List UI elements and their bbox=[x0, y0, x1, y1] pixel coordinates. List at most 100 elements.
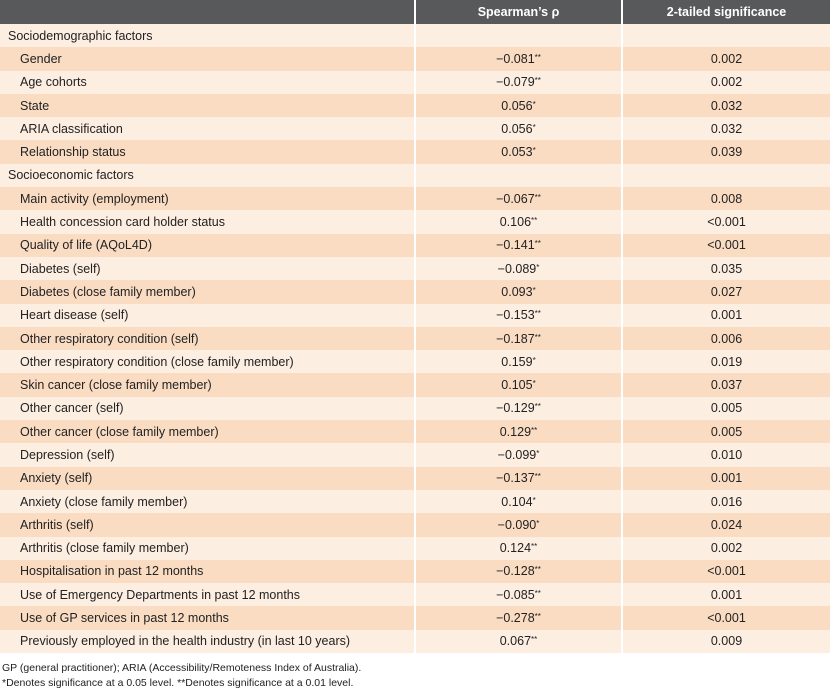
sig-cell: 0.016 bbox=[621, 489, 830, 514]
rho-value: −0.141 bbox=[496, 238, 535, 253]
rho-cell: −0.128** bbox=[414, 559, 622, 584]
rho-cell: 0.104* bbox=[414, 489, 622, 514]
rho-value: 0.093 bbox=[501, 284, 533, 299]
sig-cell: 0.039 bbox=[621, 140, 830, 164]
significance-stars: ** bbox=[534, 472, 541, 482]
data-row: Anxiety (close family member) 0.104* 0.016 bbox=[0, 489, 830, 514]
rho-value: 0.056 bbox=[501, 98, 533, 113]
data-row: Gender −0.081** 0.002 bbox=[0, 47, 830, 71]
sig-cell: 0.037 bbox=[621, 373, 830, 397]
significance-stars: * bbox=[532, 495, 536, 505]
data-row: Diabetes (close family member) 0.093* 0.02… bbox=[0, 280, 830, 304]
row-label: Use of GP services in past 12 months bbox=[0, 606, 415, 630]
data-row: Relationship status 0.053* 0.039 bbox=[0, 140, 830, 164]
rho-value: 0.053 bbox=[501, 145, 533, 160]
data-row: Previously employed in the health indust… bbox=[0, 629, 830, 654]
significance-stars: ** bbox=[534, 332, 541, 342]
row-label: Age cohorts bbox=[0, 70, 415, 94]
section-row: Sociodemographic factors bbox=[0, 24, 830, 48]
rho-cell: −0.137** bbox=[414, 466, 622, 490]
rho-value: −0.089 bbox=[497, 261, 537, 276]
rho-cell: −0.141** bbox=[414, 233, 622, 257]
rho-value: 0.159 bbox=[501, 354, 533, 369]
rho-cell: 0.159* bbox=[414, 350, 622, 374]
rho-value: −0.067 bbox=[496, 191, 535, 206]
rho-value: 0.106 bbox=[499, 215, 532, 230]
row-label: Use of Emergency Departments in past 12 … bbox=[0, 583, 415, 607]
row-label: Anxiety (close family member) bbox=[0, 489, 415, 514]
data-row: Arthritis (close family member) 0.124** 0.… bbox=[0, 536, 830, 560]
header-cell: Spearman’s ρ bbox=[414, 0, 622, 24]
sig-cell: 0.001 bbox=[621, 303, 830, 327]
rho-value: −0.129 bbox=[496, 401, 535, 416]
header-cell: 2-tailed significance bbox=[621, 0, 830, 24]
data-row: Quality of life (AQoL4D) −0.141** <0.001 bbox=[0, 233, 830, 257]
sig-cell: 0.006 bbox=[621, 326, 830, 351]
significance-stars: ** bbox=[531, 542, 538, 552]
header-cell bbox=[0, 0, 415, 24]
row-label: Gender bbox=[0, 47, 415, 71]
rho-value: −0.128 bbox=[496, 564, 535, 579]
rho-cell: −0.099* bbox=[414, 443, 622, 467]
sig-cell: 0.009 bbox=[621, 629, 830, 654]
rho-value: −0.153 bbox=[496, 308, 535, 323]
data-row: Depression (self) −0.099* 0.010 bbox=[0, 443, 830, 467]
row-label: Relationship status bbox=[0, 140, 415, 164]
significance-stars: * bbox=[532, 122, 536, 132]
sig-cell: <0.001 bbox=[621, 606, 830, 630]
row-label: Quality of life (AQoL4D) bbox=[0, 233, 415, 257]
rho-value: 0.124 bbox=[499, 541, 532, 556]
data-table: Spearman’s ρ 2-tailed significance Socio… bbox=[0, 0, 830, 654]
sig-cell: 0.019 bbox=[621, 350, 830, 374]
significance-stars: * bbox=[532, 379, 536, 389]
significance-stars: * bbox=[536, 448, 540, 458]
rho-cell: −0.278** bbox=[414, 606, 622, 630]
row-label: Other respiratory condition (self) bbox=[0, 326, 415, 351]
sig-cell: 0.001 bbox=[621, 583, 830, 607]
row-label: State bbox=[0, 93, 415, 118]
significance-stars: ** bbox=[534, 588, 541, 598]
rho-cell: 0.093* bbox=[414, 280, 622, 304]
rho-value: 0.105 bbox=[501, 378, 533, 393]
section-title: Sociodemographic factors bbox=[0, 24, 415, 48]
significance-stars: ** bbox=[531, 425, 538, 435]
significance-stars: ** bbox=[534, 192, 541, 202]
rho-cell: −0.067** bbox=[414, 187, 622, 211]
data-row: Main activity (employment) −0.067** 0.008 bbox=[0, 187, 830, 211]
row-label: Arthritis (close family member) bbox=[0, 536, 415, 560]
rho-cell: −0.085** bbox=[414, 583, 622, 607]
data-row: Age cohorts −0.079** 0.002 bbox=[0, 70, 830, 94]
data-row: Hospitalisation in past 12 months −0.128*… bbox=[0, 559, 830, 584]
significance-stars: ** bbox=[534, 402, 541, 412]
row-label: ARIA classification bbox=[0, 117, 415, 141]
rho-cell: 0.053* bbox=[414, 140, 622, 164]
cell bbox=[621, 24, 830, 48]
rho-cell: 0.124** bbox=[414, 536, 622, 560]
row-label: Health concession card holder status bbox=[0, 210, 415, 234]
significance-stars: ** bbox=[534, 565, 541, 575]
section-row: Socioeconomic factors bbox=[0, 163, 830, 188]
row-label: Diabetes (close family member) bbox=[0, 280, 415, 304]
data-row: Diabetes (self) −0.089* 0.035 bbox=[0, 256, 830, 281]
rho-value: 0.104 bbox=[501, 494, 533, 509]
significance-stars: ** bbox=[534, 239, 541, 249]
data-row: Other respiratory condition (close famil… bbox=[0, 350, 830, 374]
section-title: Socioeconomic factors bbox=[0, 163, 415, 188]
rho-cell: −0.089* bbox=[414, 256, 622, 281]
rho-value: 0.056 bbox=[501, 121, 533, 136]
rho-cell: −0.129** bbox=[414, 396, 622, 421]
sig-cell: 0.001 bbox=[621, 466, 830, 490]
rho-cell: −0.153** bbox=[414, 303, 622, 327]
rho-value: 0.067 bbox=[499, 634, 532, 649]
data-row: Skin cancer (close family member) 0.105* 0… bbox=[0, 373, 830, 397]
row-label: Other respiratory condition (close famil… bbox=[0, 350, 415, 374]
significance-stars: ** bbox=[534, 52, 541, 62]
rho-value: −0.081 bbox=[496, 51, 535, 66]
sig-cell: 0.005 bbox=[621, 396, 830, 421]
sig-cell: 0.032 bbox=[621, 93, 830, 118]
footnote: *Denotes significance at a 0.05 level. *… bbox=[2, 677, 354, 690]
rho-cell: 0.105* bbox=[414, 373, 622, 397]
rho-cell: 0.129** bbox=[414, 420, 622, 444]
significance-stars: ** bbox=[534, 309, 541, 319]
